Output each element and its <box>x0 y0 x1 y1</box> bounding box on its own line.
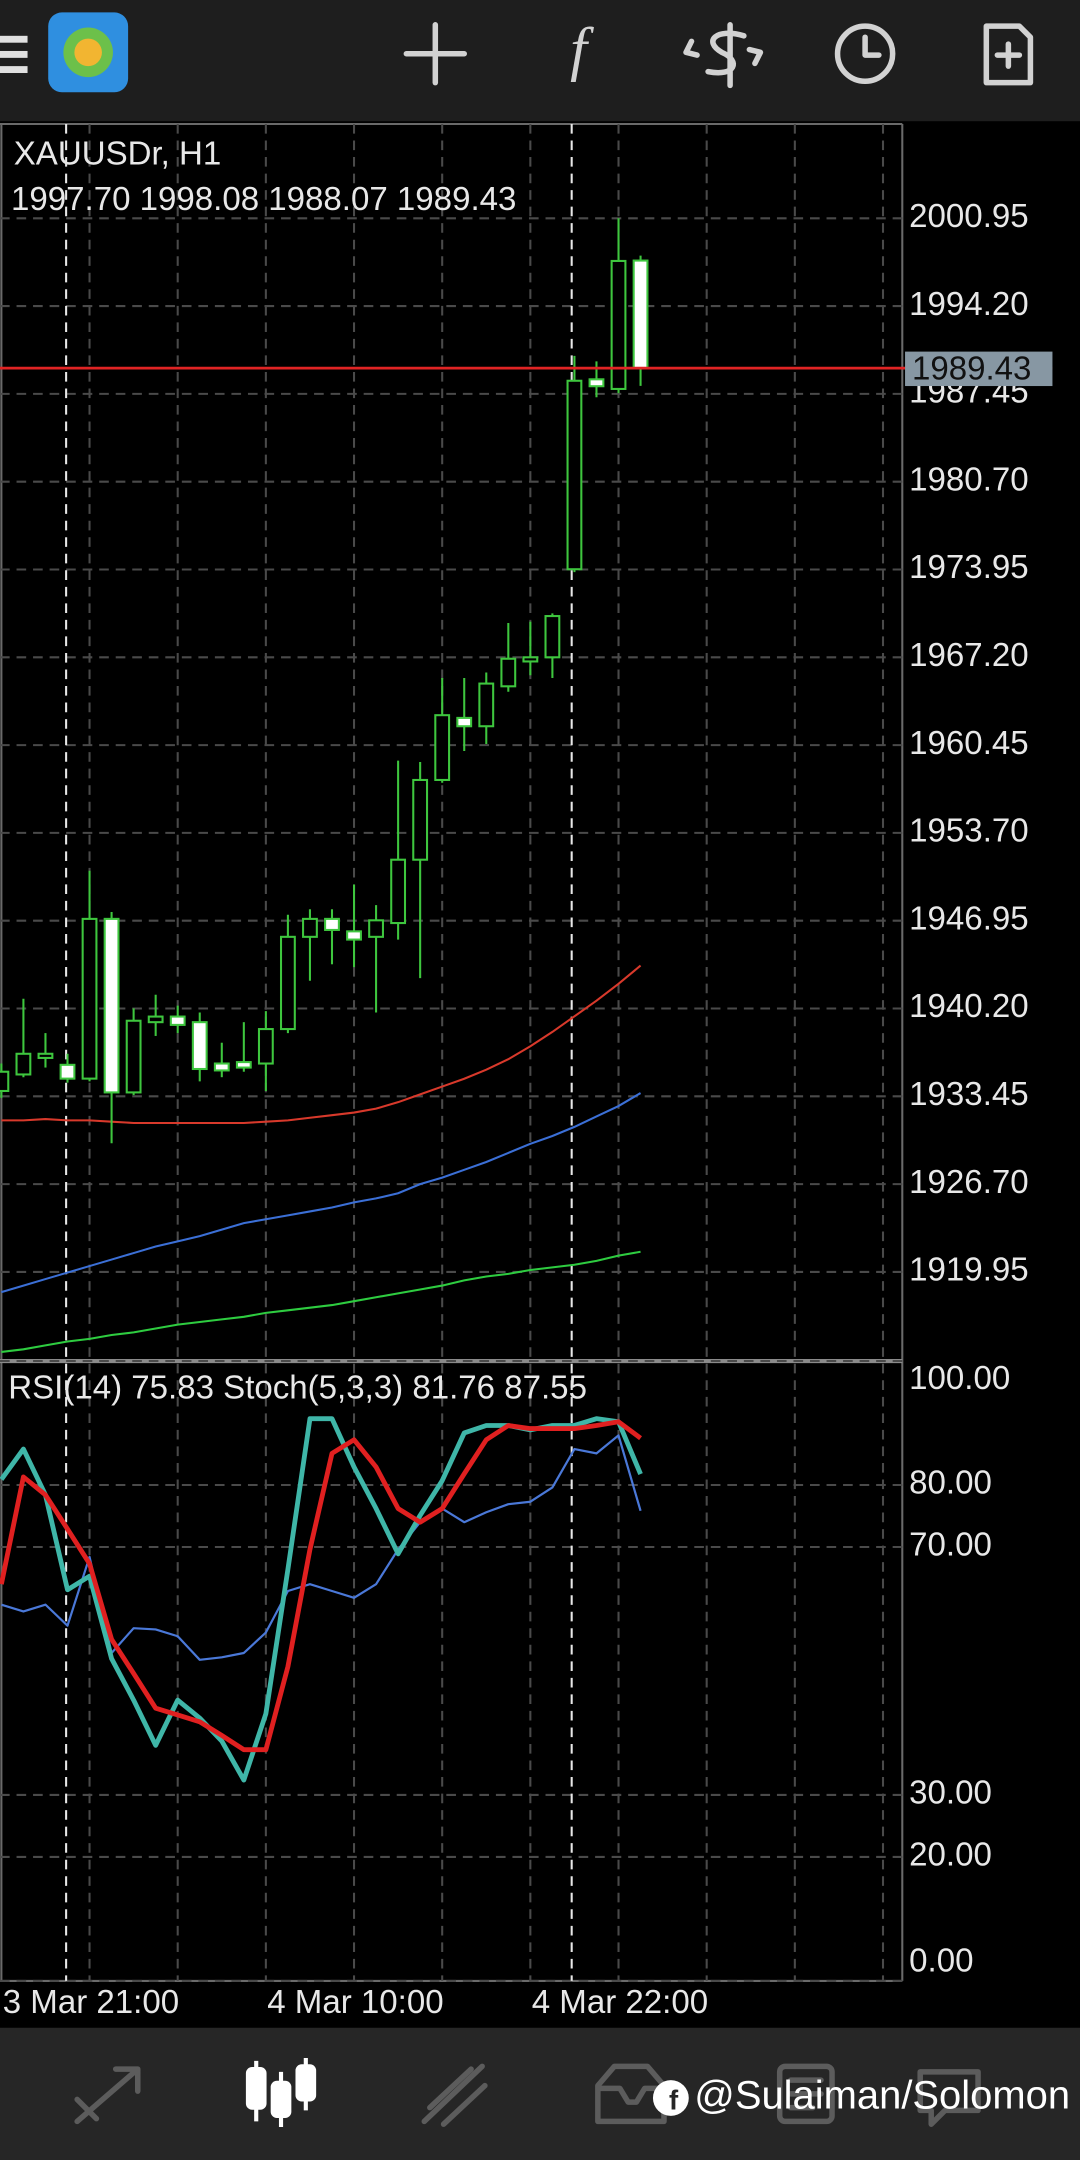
chat-tab[interactable] <box>917 2069 981 2127</box>
svg-text:f: f <box>669 2084 679 2115</box>
y-tick-label: 1953.70 <box>909 813 1028 850</box>
candle-body <box>81 917 98 1080</box>
facebook-icon: f <box>652 2080 689 2116</box>
candle-body <box>37 1052 54 1059</box>
candle-body <box>346 930 362 941</box>
candle-body <box>125 1019 142 1094</box>
toolbar <box>0 0 1080 122</box>
indicator-line <box>0 1419 643 1753</box>
labels: 2000.951994.201987.451980.701973.951967.… <box>3 198 1053 2021</box>
y-tick-label: 30.00 <box>909 1775 992 1812</box>
timeframe-button[interactable] <box>834 23 896 85</box>
candle-body <box>257 1028 274 1065</box>
candle-body <box>59 1063 76 1080</box>
menu-button[interactable] <box>0 35 28 74</box>
candle-body <box>103 917 120 1094</box>
candle-body <box>522 656 539 663</box>
candle-body <box>302 917 318 938</box>
y-tick-label: 1960.45 <box>909 725 1028 762</box>
crosshair-button[interactable] <box>403 22 467 86</box>
candle-body <box>147 1015 164 1024</box>
candle-body <box>610 259 627 390</box>
y-tick-label: 1919.95 <box>909 1252 1028 1289</box>
news-tab[interactable] <box>776 2063 835 2125</box>
templates-button[interactable] <box>983 23 1034 86</box>
candle-body <box>15 1052 32 1076</box>
candle-body <box>588 378 605 388</box>
y-tick-label: 80.00 <box>909 1465 992 1502</box>
candle-body <box>390 858 407 925</box>
candle-body <box>632 259 649 370</box>
y-tick-label: 1967.20 <box>909 637 1028 674</box>
current-price-label: 1989.43 <box>912 351 1031 388</box>
indicator-line <box>0 1416 643 1783</box>
trade-button[interactable] <box>683 22 764 89</box>
y-tick-label: 2000.95 <box>909 198 1028 235</box>
candle-body <box>169 1015 186 1026</box>
candle-body <box>544 615 561 659</box>
indicator-title: RSI(14) 75.83 Stoch(5,3,3) 81.76 87.55 <box>8 1370 587 1407</box>
y-tick-label: 1940.20 <box>909 988 1028 1025</box>
chart-title: XAUUSDr, H1 <box>14 135 222 172</box>
candle-body <box>213 1062 230 1072</box>
moving-average <box>1 1092 642 1294</box>
y-tick-label: 20.00 <box>909 1837 992 1874</box>
candle-body <box>235 1061 252 1069</box>
y-tick-label: 100.00 <box>909 1360 1010 1397</box>
candle-body <box>566 379 583 571</box>
bottom-nav <box>0 2027 1080 2160</box>
marks <box>0 218 1053 1783</box>
x-tick-label: 4 Mar 10:00 <box>267 1984 443 2021</box>
candle-body <box>0 1070 10 1093</box>
y-tick-label: 1973.95 <box>909 549 1028 586</box>
app-icon[interactable] <box>48 12 129 93</box>
current-price-box <box>905 351 1053 387</box>
x-tick-label: 3 Mar 21:00 <box>3 1984 179 2021</box>
y-tick-label: 0.00 <box>909 1943 973 1980</box>
candle-body <box>279 935 296 1031</box>
watermark: @Sulaiman/Solomon <box>694 2074 1070 2118</box>
candle-body <box>500 657 517 688</box>
chart-tab[interactable] <box>245 2058 317 2127</box>
candle-body <box>434 714 451 781</box>
moving-average <box>1 964 642 1125</box>
ohlc-readout: 1997.70 1998.08 1988.07 1989.43 <box>11 181 516 218</box>
x-tick-label: 4 Mar 22:00 <box>532 1984 708 2021</box>
trade-tab[interactable] <box>421 2063 488 2127</box>
y-tick-label: 1933.45 <box>909 1076 1028 1113</box>
quotes-tab[interactable] <box>74 2066 141 2125</box>
candle-body <box>412 778 429 861</box>
y-tick-label: 70.00 <box>909 1527 992 1564</box>
candle-body <box>191 1021 208 1071</box>
candle-body <box>324 917 340 931</box>
y-tick-label: 1926.70 <box>909 1164 1028 1201</box>
candle-body <box>456 716 473 728</box>
candle-body <box>478 682 495 728</box>
y-tick-label: 1980.70 <box>909 461 1028 498</box>
y-tick-label: 1994.20 <box>909 286 1028 323</box>
candle-body <box>368 919 384 938</box>
moving-average <box>1 1250 641 1353</box>
y-tick-label: 1946.95 <box>909 900 1028 937</box>
